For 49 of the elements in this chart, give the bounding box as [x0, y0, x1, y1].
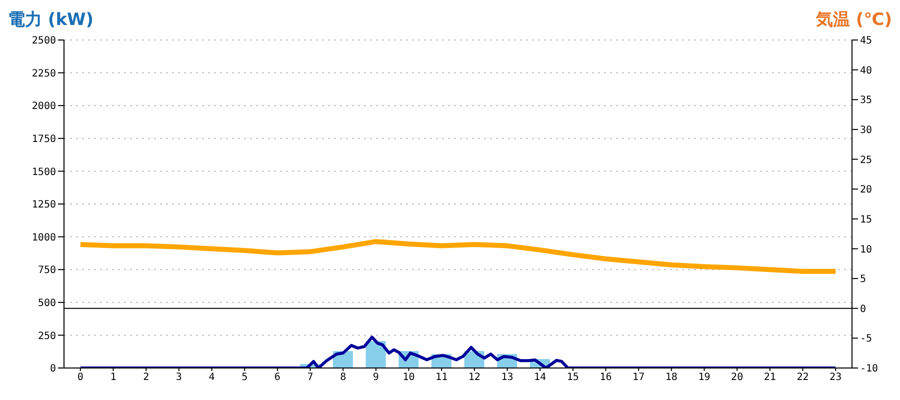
y-tick-label: 750 [38, 265, 56, 276]
y-tick-label: 1000 [32, 232, 56, 244]
y2-tick-label: 5 [860, 274, 866, 286]
y-tick-label: 0 [50, 364, 56, 375]
y2-tick-label: 0 [860, 304, 866, 315]
x-tick-label: 22 [796, 372, 809, 384]
y-tick-label: 2500 [32, 36, 56, 47]
y2-tick-label: 15 [860, 214, 872, 226]
x-tick-label: 23 [830, 372, 842, 384]
x-tick-label: 4 [208, 372, 215, 384]
x-tick-label: 13 [501, 372, 514, 384]
y-tick-label: 2250 [32, 68, 56, 80]
y2-tick-label: 10 [860, 244, 872, 256]
x-tick-label: 8 [340, 372, 346, 384]
y2-tick-label: -5 [860, 334, 872, 345]
x-tick-label: 6 [274, 372, 280, 384]
y-tick-label: 1750 [32, 134, 56, 145]
y2-tick-label: 30 [860, 125, 872, 136]
x-tick-label: 11 [436, 372, 448, 384]
y-tick-label: 500 [38, 298, 56, 309]
x-tick-label: 1 [110, 372, 116, 384]
x-tick-label: 20 [731, 372, 744, 384]
x-tick-label: 9 [372, 372, 379, 384]
y2-tick-label: 40 [860, 65, 872, 76]
x-tick-label: 5 [242, 372, 248, 384]
x-tick-label: 21 [764, 372, 776, 384]
x-tick-label: 7 [307, 372, 314, 384]
y-tick-label: 2000 [32, 101, 56, 112]
y2-axis-title: 気温 (℃) [816, 9, 892, 31]
x-tick-label: 17 [632, 372, 645, 384]
y2-tick-label: 45 [860, 36, 872, 47]
x-tick-label: 0 [77, 372, 84, 384]
x-tick-label: 18 [665, 372, 678, 384]
y2-tick-label: -10 [860, 364, 878, 375]
x-tick-label: 10 [402, 372, 415, 384]
y2-tick-label: 20 [860, 184, 872, 196]
y-axis-title: 電力 (kW) [8, 9, 94, 31]
x-tick-label: 3 [176, 372, 182, 384]
y2-tick-label: 35 [860, 95, 872, 106]
x-tick-label: 14 [534, 372, 546, 384]
x-tick-label: 16 [600, 372, 612, 384]
x-tick-label: 15 [566, 372, 579, 384]
x-tick-label: 12 [468, 372, 480, 384]
x-tick-label: 19 [698, 372, 710, 384]
y-tick-label: 1500 [32, 166, 56, 178]
x-tick-label: 2 [143, 372, 150, 384]
y-tick-label: 1250 [32, 200, 56, 211]
y-tick-label: 250 [38, 330, 56, 342]
y2-tick-label: 25 [860, 154, 872, 166]
